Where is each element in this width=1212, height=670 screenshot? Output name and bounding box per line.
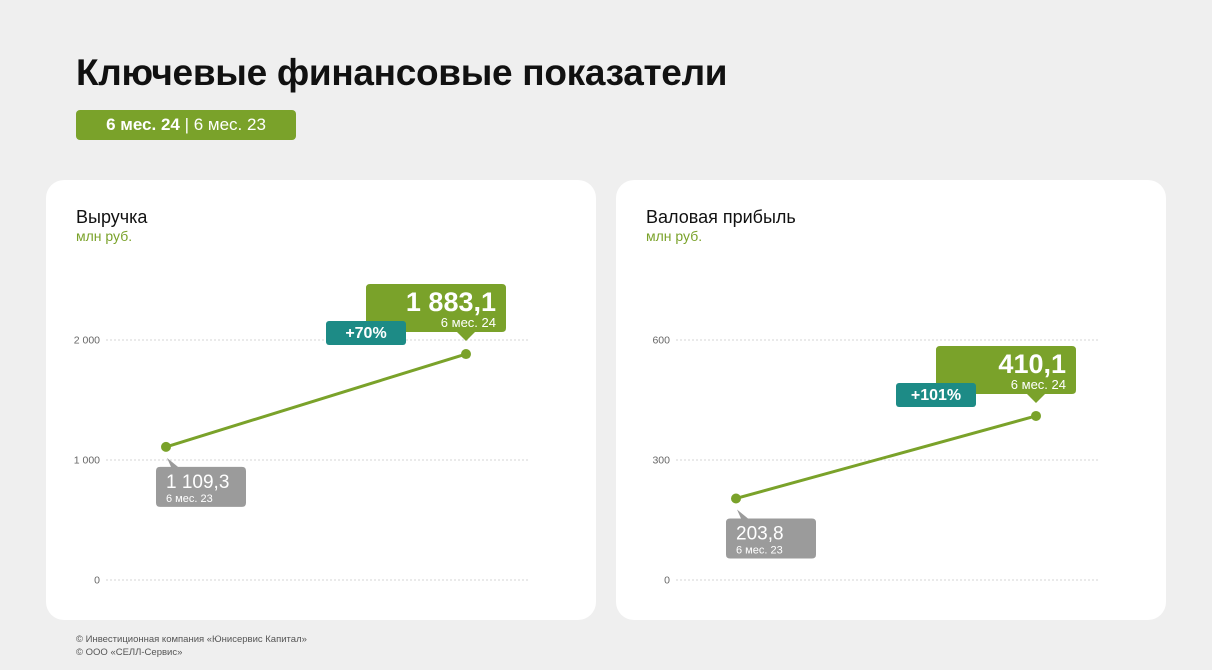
data-point-current: [461, 349, 471, 360]
gross-profit-chart: 0 300 600 203,86 мес. 23 410,16 мес. 24 +101%: [652, 335, 1098, 587]
period-current-label: 6 мес. 24: [106, 115, 180, 134]
series-line: [164, 352, 468, 449]
previous-period-label: 6 мес. 23: [166, 493, 213, 505]
growth-badge: [896, 382, 976, 407]
data-point-previous: [161, 441, 171, 452]
footer-copyright-1: © Инвестиционная компания «Юнисервис Кап…: [76, 634, 307, 645]
y-tick-label: 2 000: [74, 335, 100, 347]
page-title: Ключевые финансовые показатели: [76, 52, 728, 93]
previous-value-callout: [726, 509, 816, 559]
y-tick-label: 300: [652, 455, 670, 467]
period-separator: |: [179, 115, 194, 134]
previous-value-label: 203,8: [736, 523, 784, 544]
footer-copyright-2: © ООО «СЕЛЛ-Сервис»: [76, 647, 183, 658]
gross-profit-chart-title: Валовая прибыль: [646, 207, 796, 227]
y-tick-label: 600: [652, 335, 670, 347]
growth-badge: [326, 321, 406, 346]
revenue-chart: 0 1 000 2 000 1 109,36 мес. 23 1 883,16 мес.…: [74, 284, 528, 587]
y-tick-label: 0: [664, 575, 670, 587]
data-point-current: [1031, 410, 1041, 421]
series-line: [734, 414, 1038, 500]
period-legend: 6 мес. 24 | 6 мес. 23: [76, 110, 296, 140]
growth-label: +101%: [911, 387, 961, 404]
footer: © Инвестиционная компания «Юнисервис Кап…: [76, 633, 307, 659]
current-value-label: 1 883,1: [406, 287, 496, 317]
y-tick-label: 0: [94, 575, 100, 587]
growth-label: +70%: [345, 325, 386, 342]
period-previous-label: 6 мес. 23: [193, 115, 266, 134]
data-point-previous: [731, 493, 741, 504]
previous-value-callout: [156, 457, 246, 507]
y-tick-label: 1 000: [74, 455, 100, 467]
current-value-label: 410,1: [998, 349, 1066, 379]
revenue-chart-unit: млн руб.: [76, 228, 133, 244]
current-period-label: 6 мес. 24: [441, 315, 496, 330]
previous-period-label: 6 мес. 23: [736, 544, 783, 556]
gross-profit-chart-card: Валовая прибыль млн руб. 0 300 600 203,8 6 м…: [616, 180, 1166, 620]
current-period-label: 6 мес. 24: [1011, 377, 1066, 392]
previous-value-label: 1 109,3: [166, 472, 229, 493]
revenue-chart-title: Выручка: [76, 207, 148, 227]
gross-profit-chart-unit: млн руб.: [646, 228, 703, 244]
